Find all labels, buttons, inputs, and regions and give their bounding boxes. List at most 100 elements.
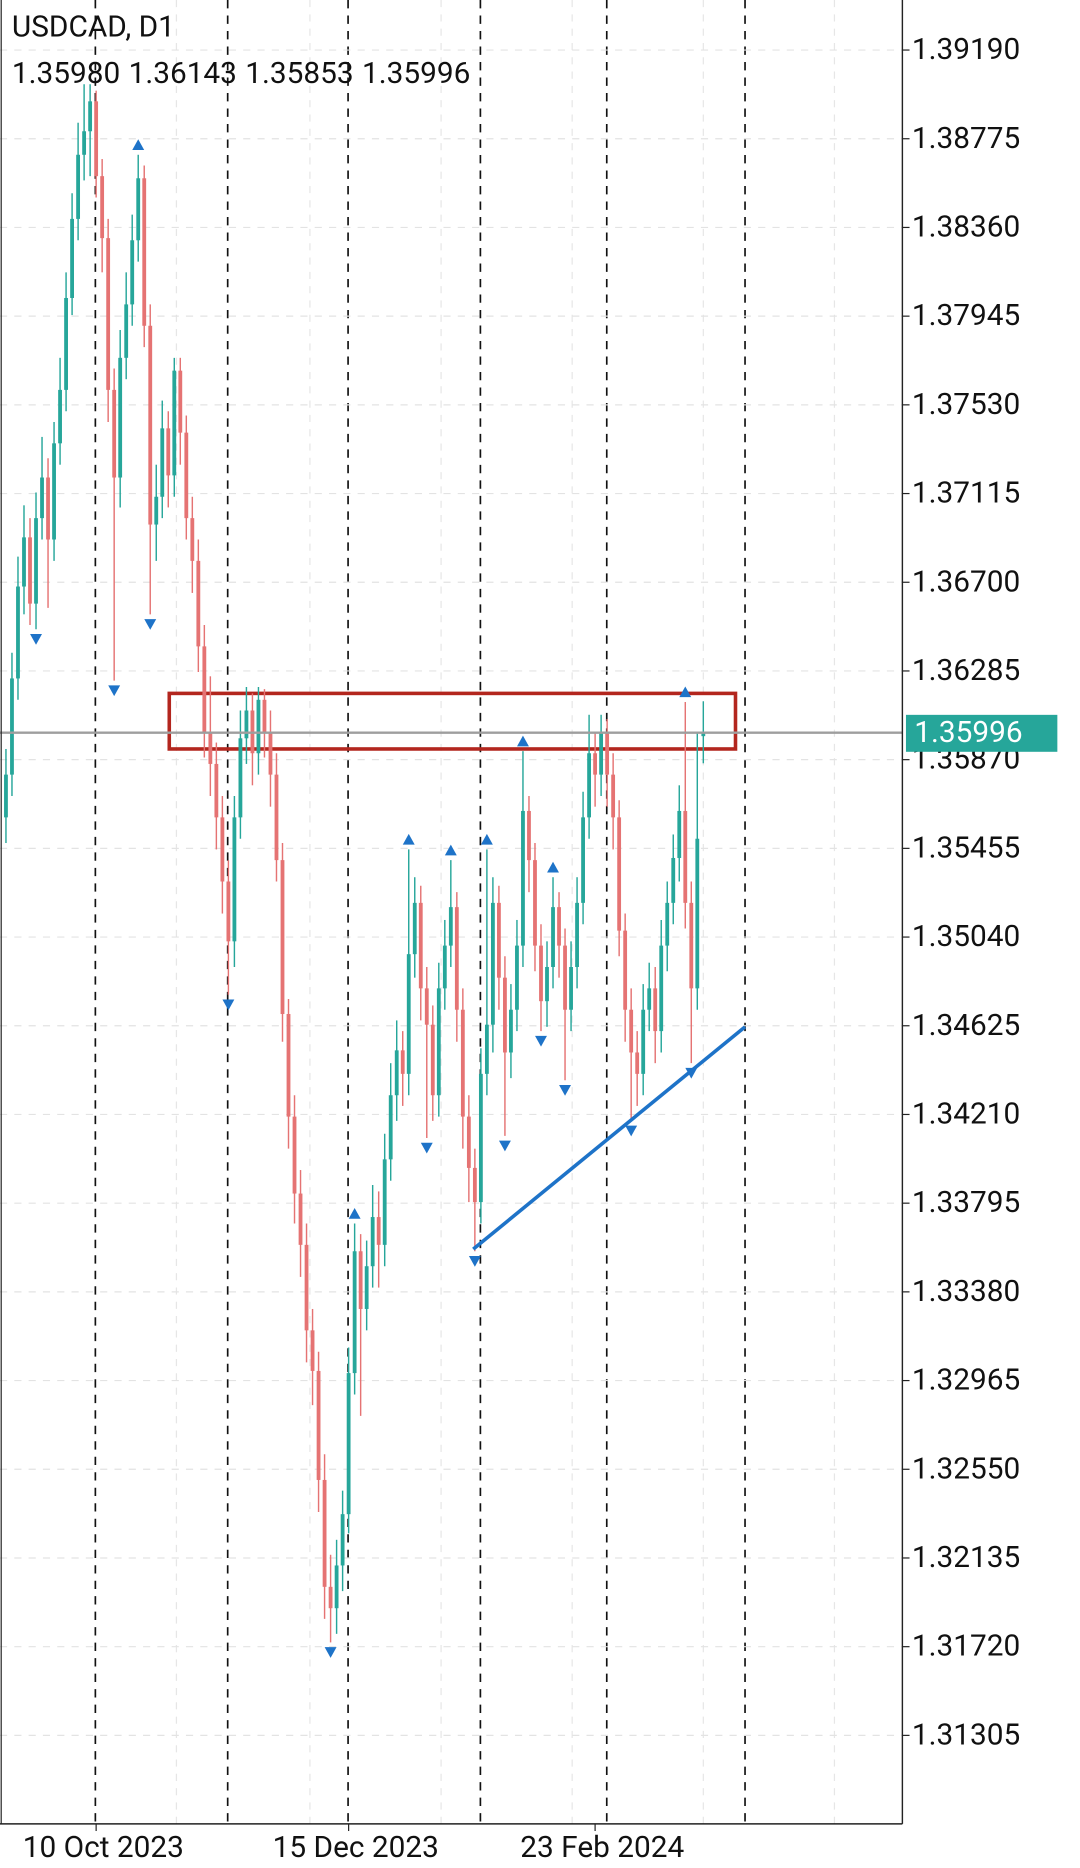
y-tick-label: 1.39190 bbox=[912, 32, 1020, 67]
y-tick-label: 1.32135 bbox=[912, 1540, 1020, 1575]
candle-body bbox=[454, 907, 459, 1010]
candle-body bbox=[569, 966, 573, 1010]
candle-body bbox=[593, 753, 598, 775]
y-tick-label: 1.34625 bbox=[912, 1008, 1020, 1043]
fractal-up bbox=[444, 844, 457, 856]
y-tick-label: 1.36285 bbox=[912, 653, 1020, 688]
x-tick-label: 10 Oct 2023 bbox=[23, 1830, 184, 1865]
candle-body bbox=[509, 1009, 513, 1053]
fractal-up bbox=[547, 861, 559, 873]
candle-body bbox=[112, 389, 117, 478]
candle-body bbox=[172, 370, 177, 476]
candle-body bbox=[196, 560, 201, 647]
ohlc-readout: 1.35980 1.36143 1.35853 1.35996 bbox=[12, 56, 470, 91]
candle-body bbox=[701, 732, 706, 737]
candle-body bbox=[328, 1586, 333, 1609]
candle-body bbox=[394, 1050, 399, 1096]
candle-body bbox=[340, 1514, 345, 1566]
last-price-label: 1.35996 bbox=[914, 715, 1022, 750]
x-tick-label: 15 Dec 2023 bbox=[273, 1830, 439, 1865]
candle-body bbox=[527, 810, 531, 861]
y-tick-label: 1.37530 bbox=[912, 387, 1020, 422]
candle-body bbox=[515, 945, 519, 1010]
candle-body bbox=[184, 432, 189, 519]
candle-body bbox=[364, 1266, 369, 1309]
fractal-down bbox=[498, 1140, 511, 1152]
candle-body bbox=[635, 1052, 640, 1074]
candle-body bbox=[478, 1073, 483, 1203]
candle-body bbox=[418, 902, 423, 989]
candle-body bbox=[64, 297, 68, 390]
candle-body bbox=[160, 428, 165, 497]
candle-body bbox=[665, 902, 670, 946]
fractal-down bbox=[324, 1647, 337, 1658]
y-tick-label: 1.35040 bbox=[912, 919, 1020, 954]
candle-body bbox=[226, 881, 231, 942]
candle-body bbox=[154, 496, 159, 525]
ohlc-value: 1.35853 bbox=[245, 56, 353, 91]
candle-body bbox=[382, 1159, 387, 1245]
candle-body bbox=[244, 710, 249, 739]
candle-body bbox=[503, 977, 507, 1053]
candle-body bbox=[70, 218, 74, 298]
candle-body bbox=[406, 954, 411, 1074]
candle-body bbox=[202, 646, 207, 732]
candle-body bbox=[220, 817, 225, 882]
y-tick-label: 1.35455 bbox=[912, 830, 1020, 865]
candle-body bbox=[641, 1009, 646, 1074]
candle-body bbox=[575, 902, 579, 967]
candle-body bbox=[118, 357, 123, 478]
y-tick-label: 1.31305 bbox=[912, 1717, 1020, 1752]
candle-body bbox=[346, 1373, 351, 1515]
candle-body bbox=[46, 477, 50, 540]
candle-body bbox=[94, 101, 99, 177]
candle-body bbox=[376, 1217, 381, 1245]
candle-body bbox=[106, 238, 111, 390]
candle-body bbox=[232, 817, 237, 942]
candle-body bbox=[563, 945, 567, 1010]
candle-body bbox=[316, 1370, 321, 1480]
candle-body bbox=[130, 240, 135, 305]
candle-body bbox=[256, 699, 261, 754]
candle-body bbox=[334, 1565, 339, 1609]
y-tick-label: 1.33380 bbox=[912, 1274, 1020, 1309]
candle-body bbox=[88, 101, 93, 132]
candle-body bbox=[208, 731, 213, 764]
y-tick-label: 1.37115 bbox=[912, 476, 1020, 511]
candle-body bbox=[695, 838, 700, 989]
candle-body bbox=[166, 428, 171, 476]
candle-body bbox=[388, 1095, 393, 1160]
candle-body bbox=[268, 731, 273, 775]
candle-body bbox=[484, 1024, 489, 1074]
candle-body bbox=[52, 443, 56, 540]
candle-body bbox=[262, 699, 267, 732]
fractal-down bbox=[144, 619, 157, 630]
candle-body bbox=[238, 738, 243, 818]
candle-body bbox=[430, 1024, 435, 1096]
candle-body bbox=[551, 907, 555, 967]
y-tick-label: 1.34210 bbox=[912, 1097, 1020, 1132]
candle-body bbox=[142, 178, 147, 326]
candle-body bbox=[599, 731, 604, 775]
candle-body bbox=[521, 810, 525, 946]
fractal-up bbox=[132, 139, 145, 151]
candle-body bbox=[605, 731, 610, 775]
candle-body bbox=[82, 131, 87, 155]
candle-body bbox=[352, 1251, 357, 1374]
fractal-down bbox=[535, 1035, 547, 1047]
fractal-down bbox=[559, 1085, 572, 1096]
candle-body bbox=[190, 518, 195, 561]
candle-body bbox=[497, 902, 501, 978]
y-tick-label: 1.38775 bbox=[912, 121, 1020, 156]
candle-body bbox=[587, 753, 591, 818]
candle-body bbox=[34, 518, 38, 604]
ohlc-value: 1.35996 bbox=[362, 56, 470, 91]
candle-body bbox=[442, 945, 447, 989]
candle-body bbox=[623, 930, 628, 1010]
y-tick-label: 1.32965 bbox=[912, 1363, 1020, 1398]
candle-body bbox=[304, 1244, 309, 1331]
candle-body bbox=[274, 774, 279, 861]
y-tick-label: 1.37945 bbox=[912, 298, 1020, 333]
